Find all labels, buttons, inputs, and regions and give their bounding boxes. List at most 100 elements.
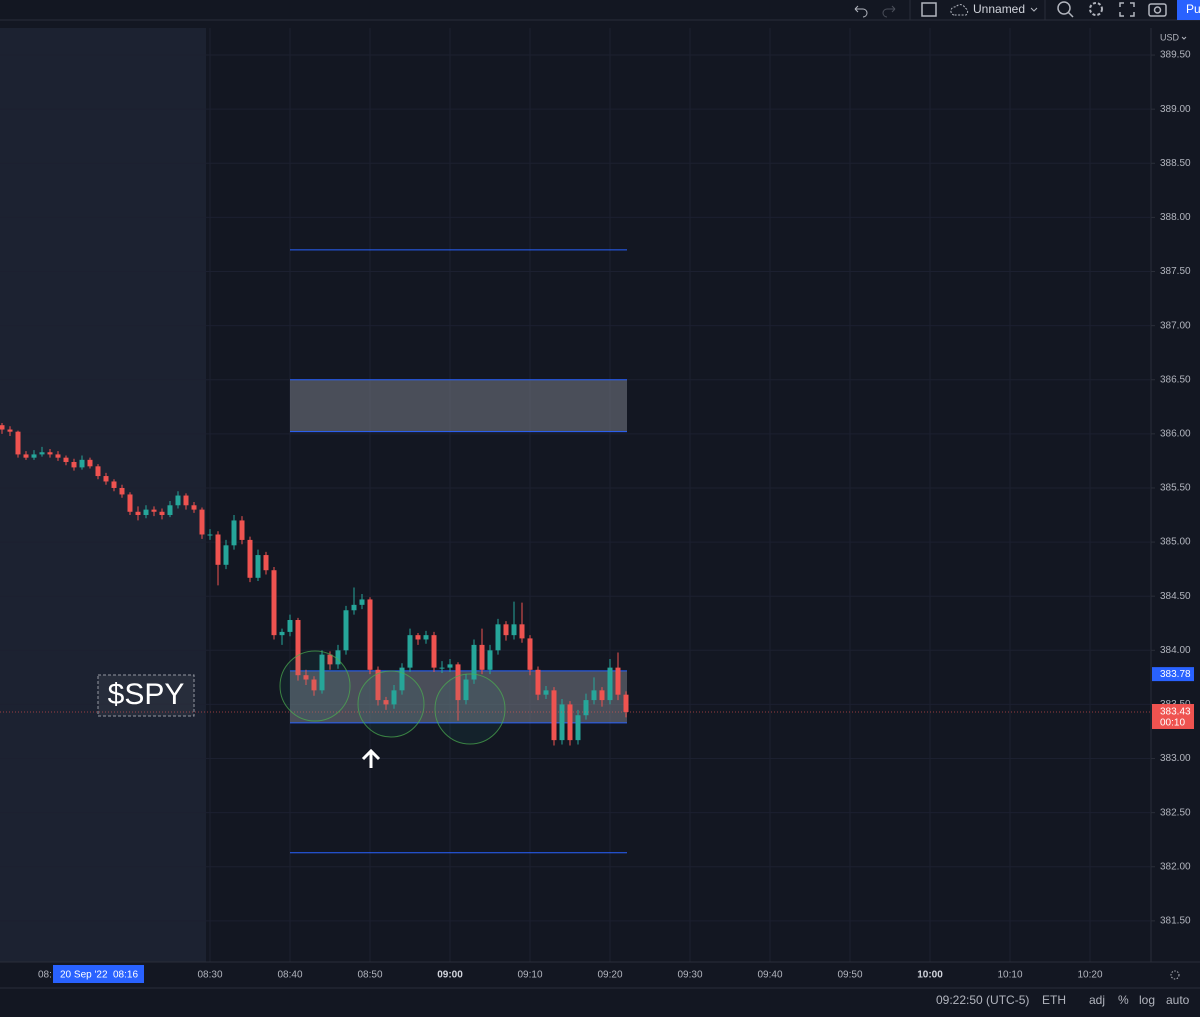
symbol-label[interactable]: $SPY bbox=[108, 678, 185, 711]
candle-body bbox=[527, 638, 533, 670]
candle-body bbox=[599, 690, 605, 701]
session-button[interactable]: ETH bbox=[1042, 993, 1066, 1007]
x-tick-label: 09:30 bbox=[677, 970, 702, 981]
candle-body bbox=[159, 511, 165, 516]
candle bbox=[511, 601, 517, 640]
candle bbox=[279, 628, 285, 645]
y-tick-label: 383.00 bbox=[1160, 753, 1191, 764]
candle-body bbox=[583, 700, 589, 716]
candle-body bbox=[279, 631, 285, 636]
candle bbox=[423, 630, 429, 644]
candle bbox=[119, 484, 125, 498]
axis-settings-icon[interactable] bbox=[1170, 970, 1180, 980]
crosshair-date: 20 Sep '22 bbox=[60, 970, 108, 981]
candle bbox=[463, 674, 469, 705]
snapshot-icon[interactable] bbox=[1148, 3, 1167, 17]
layout-icon[interactable] bbox=[921, 2, 937, 17]
candle-body bbox=[423, 635, 429, 640]
candle bbox=[143, 505, 149, 519]
y-tick-label: 387.00 bbox=[1160, 320, 1191, 331]
candle bbox=[231, 515, 237, 550]
y-tick-label: 386.50 bbox=[1160, 374, 1191, 385]
candle bbox=[159, 508, 165, 520]
candle bbox=[103, 472, 109, 485]
candle bbox=[519, 602, 525, 643]
scale-button[interactable]: auto bbox=[1166, 993, 1190, 1007]
scale-button[interactable]: log bbox=[1139, 993, 1155, 1007]
candle bbox=[607, 658, 613, 705]
candle-body bbox=[575, 715, 581, 741]
candle bbox=[71, 458, 77, 471]
candle bbox=[335, 644, 341, 669]
candle bbox=[199, 507, 205, 539]
y-tick-label: 384.50 bbox=[1160, 591, 1191, 602]
candle-body bbox=[87, 459, 93, 467]
search-icon[interactable] bbox=[1057, 1, 1071, 15]
candle-body bbox=[151, 509, 157, 512]
candle bbox=[399, 663, 405, 695]
candle-body bbox=[175, 495, 181, 506]
candle-body bbox=[399, 667, 405, 691]
settings-icon[interactable] bbox=[1089, 2, 1103, 16]
candle bbox=[215, 531, 221, 586]
publish-button[interactable] bbox=[1177, 0, 1200, 20]
y-tick-label: 389.50 bbox=[1160, 50, 1191, 61]
candle-body bbox=[55, 454, 61, 458]
candle-body bbox=[407, 635, 413, 668]
candle-body bbox=[335, 650, 341, 665]
candle bbox=[287, 614, 293, 637]
candle bbox=[63, 455, 69, 466]
candle bbox=[527, 635, 533, 676]
scale-button[interactable]: adj bbox=[1089, 993, 1105, 1007]
candle bbox=[559, 699, 565, 745]
candle bbox=[359, 594, 365, 610]
candle bbox=[127, 492, 133, 516]
scale-button[interactable]: % bbox=[1118, 993, 1129, 1007]
y-tick-label: 388.00 bbox=[1160, 212, 1191, 223]
x-tick-label: 08: bbox=[38, 970, 52, 981]
symbol-box[interactable] bbox=[97, 674, 195, 717]
highlight-circle bbox=[279, 650, 351, 722]
candle-body bbox=[103, 476, 109, 482]
redo-icon[interactable] bbox=[882, 5, 896, 18]
candle-body bbox=[199, 509, 205, 535]
candle-body bbox=[463, 679, 469, 701]
candle bbox=[503, 621, 509, 641]
candle bbox=[247, 536, 253, 583]
candle-body bbox=[559, 704, 565, 741]
candle-body bbox=[183, 495, 189, 506]
candle bbox=[151, 506, 157, 517]
x-tick-label: 09:20 bbox=[597, 970, 622, 981]
dropdown-caret[interactable] bbox=[1030, 7, 1038, 12]
candle-body bbox=[215, 534, 221, 565]
candle-body bbox=[375, 669, 381, 701]
candle bbox=[615, 652, 621, 701]
candle-body bbox=[367, 599, 373, 670]
cloud-icon[interactable] bbox=[950, 4, 969, 16]
candle-body bbox=[327, 654, 333, 665]
candle-body bbox=[415, 635, 421, 640]
candle-body bbox=[623, 694, 629, 712]
candle bbox=[95, 464, 101, 480]
candle-body bbox=[351, 604, 357, 611]
candle bbox=[191, 502, 197, 513]
currency-label[interactable]: USD bbox=[1160, 32, 1180, 42]
candle bbox=[471, 639, 477, 684]
y-tick-label: 388.50 bbox=[1160, 158, 1191, 169]
candle-body bbox=[487, 650, 493, 670]
fullscreen-icon[interactable] bbox=[1119, 2, 1135, 17]
y-tick-label: 385.00 bbox=[1160, 537, 1191, 548]
candle-body bbox=[191, 505, 197, 510]
candle bbox=[391, 684, 397, 709]
candle-body bbox=[231, 520, 237, 546]
candle-body bbox=[391, 690, 397, 705]
zone bbox=[290, 379, 627, 432]
candle-body bbox=[471, 644, 477, 680]
snapshot-lens bbox=[1153, 6, 1162, 14]
x-tick-label: 09:00 bbox=[437, 970, 463, 981]
candle-body bbox=[495, 624, 501, 651]
layout-name[interactable]: Unnamed bbox=[973, 2, 1025, 16]
x-tick-label: 09:10 bbox=[517, 970, 542, 981]
publish-label[interactable]: Pu bbox=[1186, 2, 1200, 16]
undo-icon[interactable] bbox=[854, 5, 868, 18]
